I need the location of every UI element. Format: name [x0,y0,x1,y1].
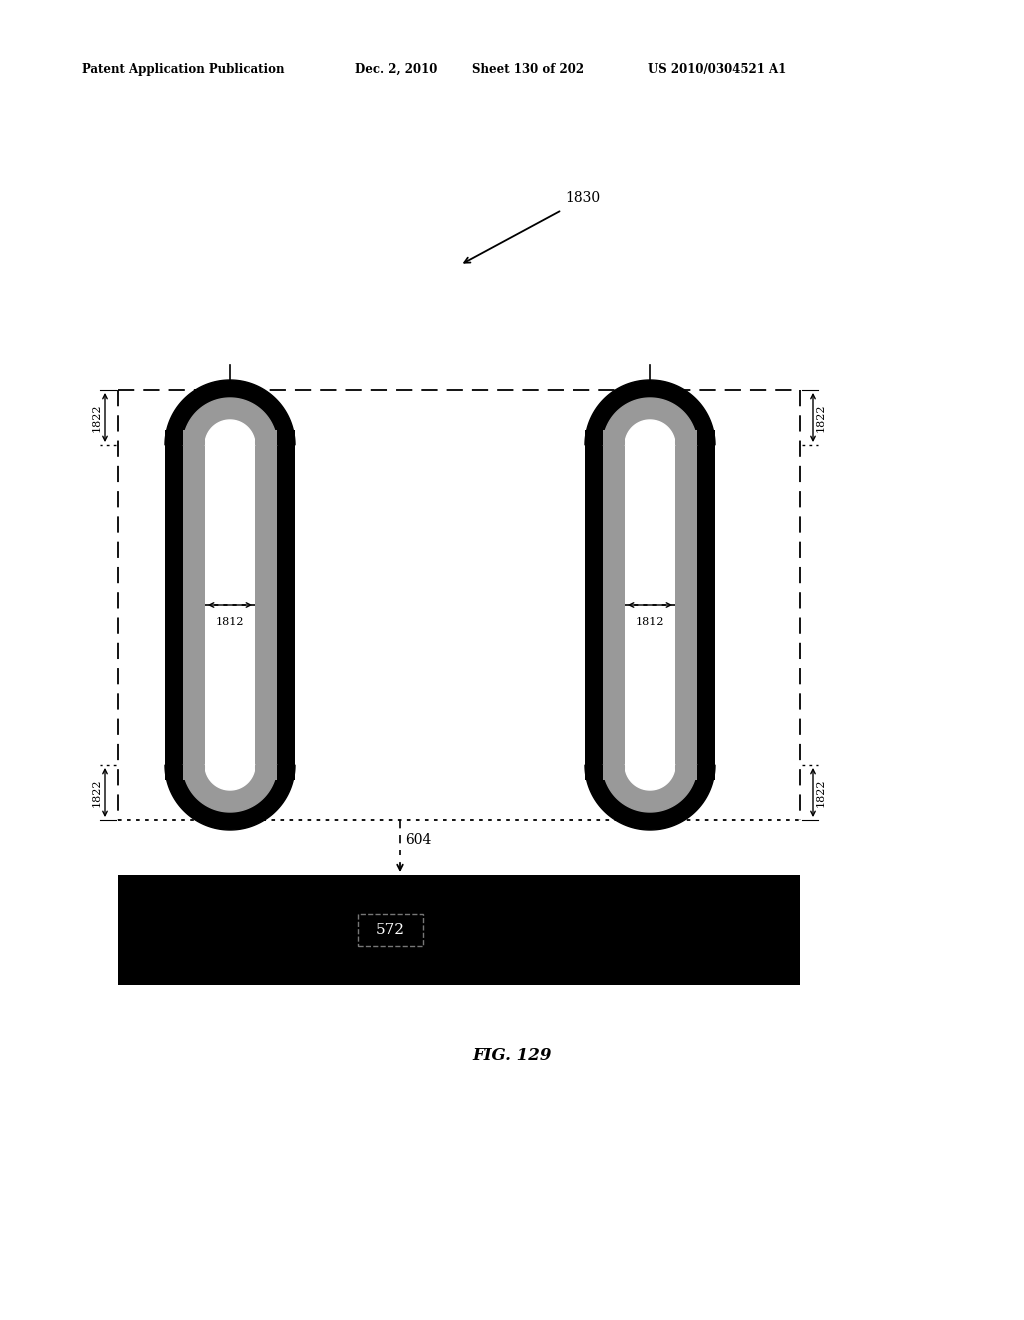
Bar [625,445,675,766]
Bar [697,430,715,445]
Bar [357,913,423,946]
Bar [603,430,625,445]
Bar [205,445,255,766]
Bar [675,766,697,780]
Text: 1812: 1812 [216,616,245,627]
Bar [278,430,295,445]
Bar [603,445,625,766]
Bar [278,445,295,766]
Bar [165,766,183,780]
Polygon shape [165,380,295,445]
Bar [697,445,715,766]
Text: 1822: 1822 [816,779,826,807]
Text: 1822: 1822 [92,779,102,807]
Polygon shape [585,766,715,830]
Bar [255,430,278,445]
Bar [255,766,278,780]
Polygon shape [205,766,255,789]
Text: 1812: 1812 [636,616,665,627]
Polygon shape [183,766,278,812]
Bar [675,445,697,766]
Polygon shape [603,399,697,445]
Text: Dec. 2, 2010: Dec. 2, 2010 [355,63,437,77]
Polygon shape [603,766,697,812]
Bar [278,766,295,780]
Bar [165,445,183,766]
Bar [585,445,603,766]
Polygon shape [585,380,715,445]
Text: Sheet 130 of 202: Sheet 130 of 202 [472,63,584,77]
Polygon shape [205,420,255,445]
Text: 604: 604 [406,833,431,847]
Text: 1822: 1822 [92,403,102,432]
Bar [183,430,205,445]
Bar [165,430,183,445]
Bar [603,766,625,780]
Bar [697,766,715,780]
Bar [183,766,205,780]
Text: 1830: 1830 [565,191,600,205]
Bar [118,875,800,985]
Text: FIG. 129: FIG. 129 [472,1047,552,1064]
Bar [675,430,697,445]
Polygon shape [165,766,295,830]
Polygon shape [625,766,675,789]
Polygon shape [183,399,278,445]
Text: 572: 572 [376,923,404,937]
Bar [255,445,278,766]
Text: US 2010/0304521 A1: US 2010/0304521 A1 [648,63,786,77]
Text: Patent Application Publication: Patent Application Publication [82,63,285,77]
Polygon shape [625,420,675,445]
Bar [183,445,205,766]
Bar [585,430,603,445]
Text: 1822: 1822 [816,403,826,432]
Bar [585,766,603,780]
